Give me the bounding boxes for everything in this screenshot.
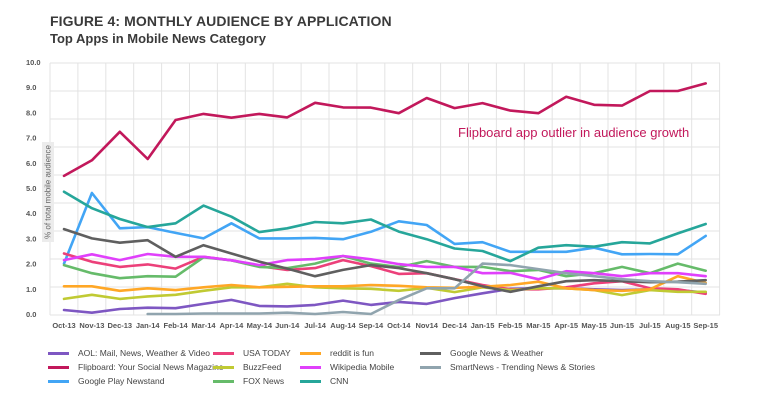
y-tick-label: 0.0 [26,310,36,319]
legend-label: Google News & Weather [450,348,544,358]
legend-swatch [300,365,321,369]
x-tick-label: May-15 [581,321,606,330]
legend-item: Google News & Weather [420,348,543,358]
y-tick-label: 4.0 [26,209,36,218]
x-tick-label: Jul-14 [304,321,327,330]
legend-label: SmartNews - Trending News & Stories [450,362,596,372]
x-tick-label: Jan-14 [136,321,161,330]
x-tick-label: Feb-15 [498,321,522,330]
legend-label: AOL: Mail, News, Weather & Video [78,348,210,358]
y-tick-label: 8.0 [26,108,36,117]
y-tick-label: 10.0 [26,58,41,67]
legend-item: CNN [300,376,348,386]
x-tick-label: Sep-15 [693,321,718,330]
x-tick-label: Mar-14 [191,321,216,330]
series-line-9 [62,227,708,294]
series-line-10 [146,262,708,316]
legend-swatch [48,379,69,383]
legend-label: reddit is fun [330,348,374,358]
legend-item: BuzzFeed [213,362,281,372]
x-tick-labels: Oct-13 Nov-13 Dec-13 Jan-14 Feb-14 Mar-14 Apr-… [52,321,718,330]
legend-label: FOX News [243,376,285,386]
legend-item: USA TODAY [213,348,291,358]
figure-subtitle: Top Apps in Mobile News Category [50,31,266,46]
y-tick-label: 7.0 [26,134,36,143]
legend-swatch [300,351,321,355]
legend-item: Wikipedia Mobile [300,362,394,372]
x-tick-label: Mar-15 [526,321,550,330]
series-line-1 [62,82,708,178]
series-lines [62,82,708,316]
x-tick-label: Apr-15 [554,321,578,330]
legend-label: Flipboard: Your Social News Magazine [78,362,224,372]
legend-label: Google Play Newstand [78,376,165,386]
figure-title: FIGURE 4: MONTHLY AUDIENCE BY APPLICATIO… [50,13,392,29]
x-tick-label: Jul-15 [639,321,661,330]
legend-item: reddit is fun [300,348,374,358]
x-tick-label: Jan-15 [471,321,495,330]
y-tick-label: 9.0 [26,83,36,92]
series-line-3 [62,252,708,296]
legend-item: FOX News [213,376,284,386]
x-tick-label: Sep-14 [359,321,384,330]
legend-item: Google Play Newstand [48,376,164,386]
x-tick-label: Aug-14 [330,321,356,330]
x-tick-label: Oct-13 [52,321,75,330]
legend-item: SmartNews - Trending News & Stories [420,362,595,372]
x-tick-label: Nov14 [415,321,438,330]
legend-label: USA TODAY [243,348,291,358]
x-tick-label: Jun-14 [275,321,300,330]
y-tick-label: 5.0 [26,184,36,193]
y-axis-label: % of total mobile audience [43,145,53,239]
x-tick-label: Feb-14 [164,321,189,330]
series-line-7 [62,252,708,281]
legend-label: Wikipedia Mobile [330,362,395,372]
legend-swatch [420,351,441,355]
x-tick-label: Nov-13 [79,321,104,330]
x-tick-label: May-14 [247,321,273,330]
y-tick-label: 6.0 [26,159,36,168]
x-tick-label: Dec-14 [442,321,467,330]
y-tick-label: 1.0 [26,285,36,294]
legend-item: Flipboard: Your Social News Magazine [48,362,224,372]
x-tick-label: Jun-15 [610,321,634,330]
chart-annotation: Flipboard app outlier in audience growth [458,125,690,140]
y-tick-label: 3.0 [26,234,36,243]
y-tick-labels: 0.0 1.0 2.0 3.0 4.0 5.0 6.0 7.0 8.0 9.0 10.0 [26,58,41,319]
series-line-8 [62,190,708,263]
series-line-6 [62,274,708,293]
y-tick-label: 2.0 [26,260,36,269]
legend-swatch [213,365,234,369]
legend-swatch [48,351,69,355]
x-tick-label: Aug-15 [665,321,690,330]
legend-item: AOL: Mail, News, Weather & Video [48,348,210,358]
x-tick-label: Oct-14 [387,321,411,330]
legend-label: CNN [330,376,349,386]
legend-swatch [420,365,441,369]
y-axis-label-box [42,142,54,242]
legend-swatch [213,379,234,383]
legend-swatch [300,379,321,383]
legend-label: BuzzFeed [243,362,282,372]
x-tick-label: Apr-14 [220,321,245,330]
legend-swatch [48,365,69,369]
legend-swatch [213,351,234,355]
x-tick-label: Dec-13 [107,321,132,330]
